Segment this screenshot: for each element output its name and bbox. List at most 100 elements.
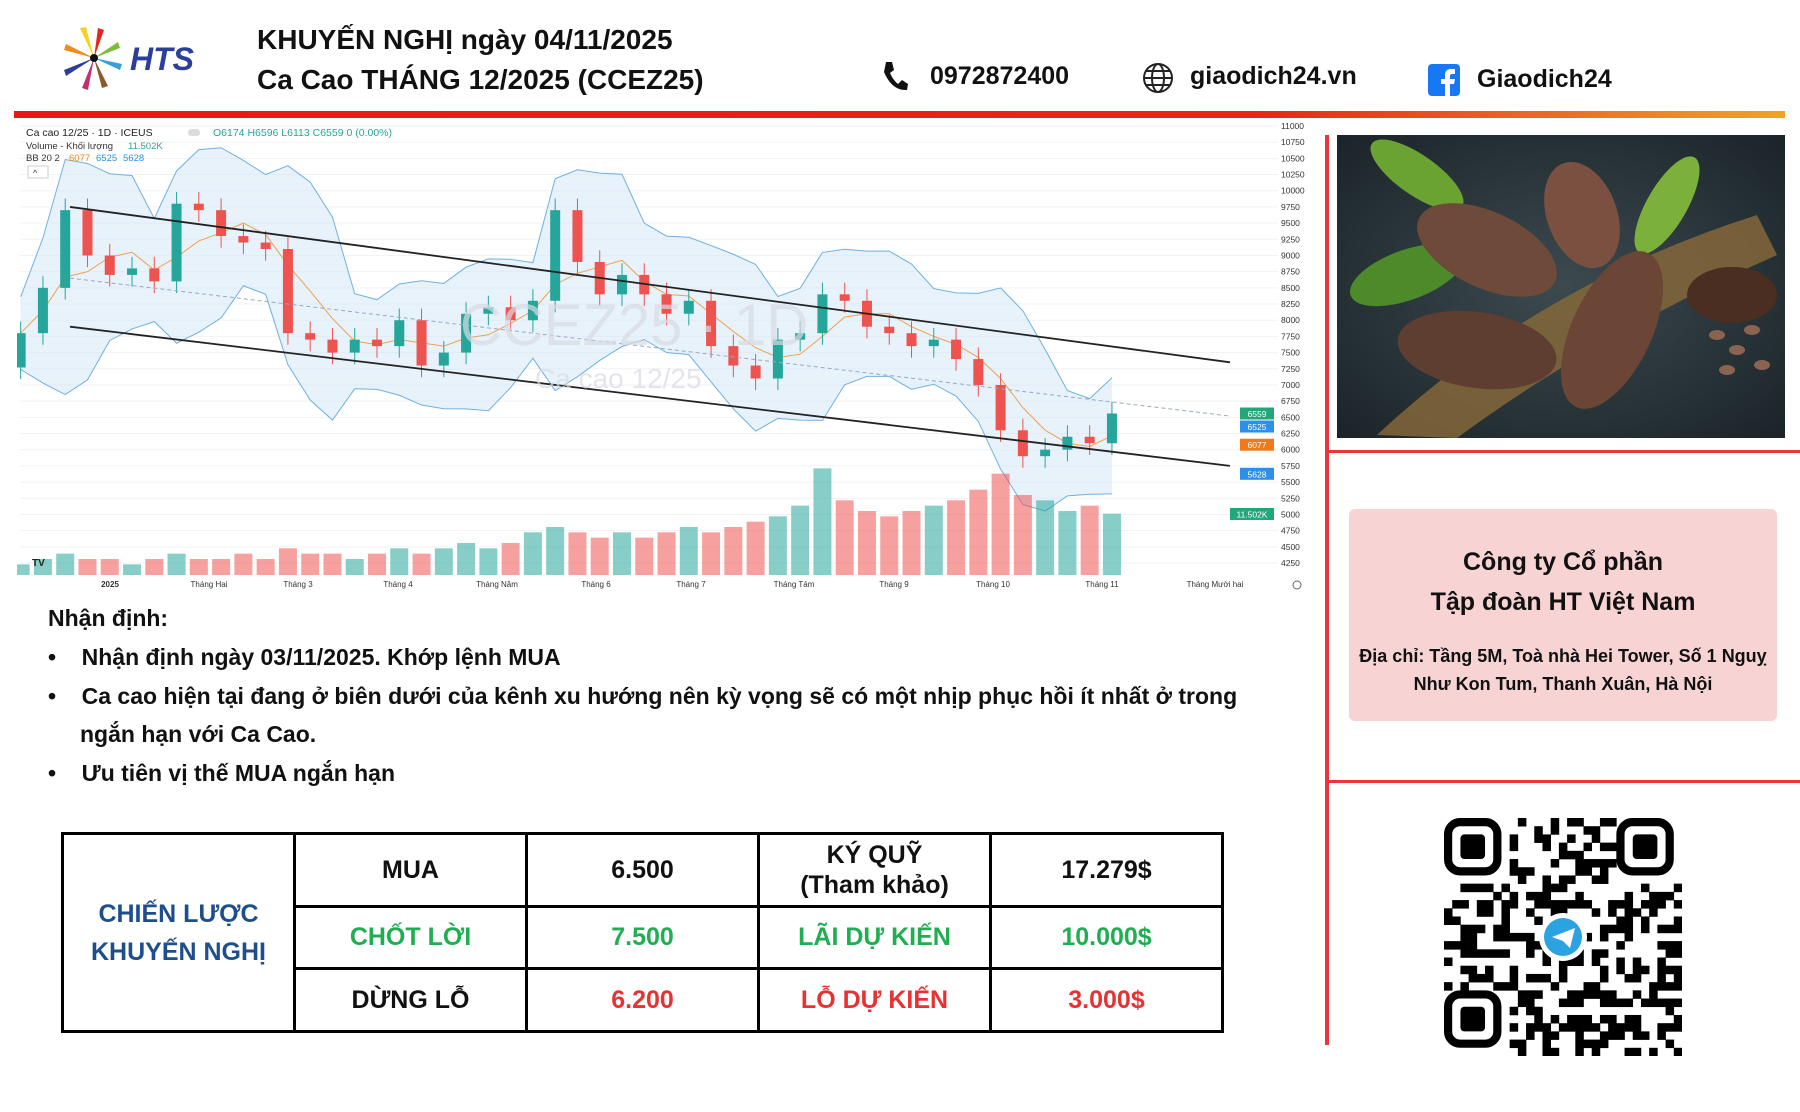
price-badge-label: 6525	[1248, 422, 1267, 432]
y-tick-label: 7250	[1281, 364, 1300, 374]
website-link[interactable]: giaodich24.vn	[1190, 62, 1357, 90]
phone-icon	[884, 62, 908, 91]
candle	[17, 333, 26, 368]
y-tick-label: 8000	[1281, 315, 1300, 325]
expected-loss-value: 3.000$	[989, 967, 1224, 1033]
volume-bar	[278, 548, 297, 575]
volume-bar	[612, 532, 631, 575]
cocoa-pods-image	[1337, 135, 1785, 438]
candle	[505, 307, 516, 321]
phone-number[interactable]: 0972872400	[930, 62, 1070, 90]
volume-bar	[345, 559, 364, 575]
ohlc-readout: O6174 H6596 L6113 C6559 0 (0.00%)	[213, 127, 392, 139]
volume-legend-value: 11.502K	[128, 141, 163, 152]
strategy-label: CHIẾN LƯỢC KHUYẾN NGHỊ	[61, 832, 296, 1033]
volume-bar	[791, 505, 810, 575]
y-tick-label: 9250	[1281, 234, 1300, 244]
volume-bar	[1102, 513, 1121, 575]
analysis-heading: Nhận định:	[48, 605, 169, 631]
volume-bar	[546, 527, 565, 575]
stop-loss-label: DỪNG LỖ	[293, 967, 528, 1033]
y-tick-label: 8500	[1281, 283, 1300, 293]
candle	[82, 210, 93, 256]
x-tick-label: Tháng 9	[879, 580, 909, 589]
logo-flower-icon: HTS	[64, 27, 195, 90]
chart-symbol: Ca cao 12/25 · 1D · ICEUS	[26, 127, 153, 139]
x-tick-label: Tháng 7	[676, 580, 706, 589]
y-tick-label: 6500	[1281, 412, 1300, 422]
y-tick-label: 9000	[1281, 250, 1300, 260]
bb-legend: BB 20 2	[26, 153, 60, 164]
x-tick-label: Tháng Tám	[774, 580, 815, 589]
bollinger-basis	[20, 222, 1113, 447]
y-tick-label: 5000	[1281, 509, 1300, 519]
y-tick-label: 10000	[1281, 186, 1305, 196]
y-tick-label: 8750	[1281, 267, 1300, 277]
y-tick-label: 9500	[1281, 218, 1300, 228]
volume-bar	[123, 564, 142, 575]
volume-bar	[368, 553, 387, 575]
bb-lower: 5628	[123, 153, 144, 164]
y-tick-label: 5250	[1281, 493, 1300, 503]
buy-label: MUA	[293, 832, 528, 908]
volume-badge	[1230, 508, 1274, 520]
volume-bar	[78, 559, 97, 575]
header-divider	[14, 111, 1785, 118]
qr-finder	[1444, 990, 1502, 1048]
candle	[60, 210, 71, 288]
candle	[349, 339, 360, 353]
candle	[149, 268, 160, 282]
candle	[104, 255, 115, 275]
volume-bar	[412, 553, 431, 575]
candle	[550, 210, 561, 301]
candle	[171, 203, 182, 282]
price-badge	[1240, 407, 1274, 420]
price-badge	[1240, 438, 1274, 451]
globe-icon	[1143, 63, 1173, 93]
y-tick-label: 10750	[1281, 137, 1305, 147]
y-tick-label: 5750	[1281, 461, 1300, 471]
hts-logo: HTS	[60, 22, 210, 94]
y-tick-label: 10250	[1281, 170, 1305, 180]
price-badge-label: 6077	[1248, 440, 1267, 450]
volume-bar	[145, 559, 164, 575]
company-address: Địa chỉ: Tầng 5M, Toà nhà Hei Tower, Số …	[1359, 646, 1767, 694]
candle	[483, 307, 494, 314]
y-tick-label: 11000	[1281, 121, 1304, 131]
volume-bar	[501, 543, 520, 575]
expected-loss-label: LỖ DỰ KIẾN	[757, 967, 992, 1033]
candle	[572, 210, 583, 262]
x-tick-label: 2025	[101, 580, 119, 589]
volume-bar	[924, 505, 943, 575]
bollinger-upper	[20, 147, 1113, 400]
analysis-bullet: • Nhận định ngày 03/11/2025. Khớp lệnh M…	[48, 644, 561, 670]
candle	[327, 339, 338, 353]
settings-eye-icon[interactable]	[1292, 580, 1302, 590]
y-tick-label: 6250	[1281, 429, 1300, 439]
telegram-qr-code[interactable]	[1444, 818, 1682, 1056]
section-divider	[1325, 450, 1800, 453]
x-tick-label: Tháng 6	[581, 580, 611, 589]
facebook-link[interactable]: Giaodich24	[1477, 65, 1612, 93]
analysis-bullet: • Ca cao hiện tại đang ở biên dưới của k…	[48, 683, 1238, 747]
x-tick-label: Tháng 10	[976, 580, 1010, 589]
analysis-bullet: • Ưu tiên vị thế MUA ngắn hạn	[48, 760, 396, 786]
collapse-legend-button[interactable]	[27, 165, 49, 179]
svg-text:^: ^	[33, 168, 38, 178]
volume-bar	[857, 511, 876, 575]
x-tick-label: Tháng Năm	[476, 580, 518, 589]
volume-bar	[746, 521, 765, 575]
candle	[282, 249, 293, 334]
company-name-2: Tập đoàn HT Việt Nam	[1430, 588, 1696, 616]
volume-bar	[813, 468, 832, 575]
volume-bar	[56, 553, 75, 575]
volume-bar	[991, 473, 1010, 575]
volume-bar	[434, 548, 453, 575]
volume-bar	[523, 532, 542, 575]
candle	[706, 300, 717, 347]
volume-bar	[390, 548, 409, 575]
y-tick-label: 6000	[1281, 445, 1300, 455]
page-subtitle: Ca Cao THÁNG 12/2025 (CCEZ25)	[257, 64, 704, 95]
volume-bar	[167, 553, 186, 575]
price-chart[interactable]: 11000 10750 10500 10250 10000 9750 9500 9250 900…	[17, 120, 1320, 591]
